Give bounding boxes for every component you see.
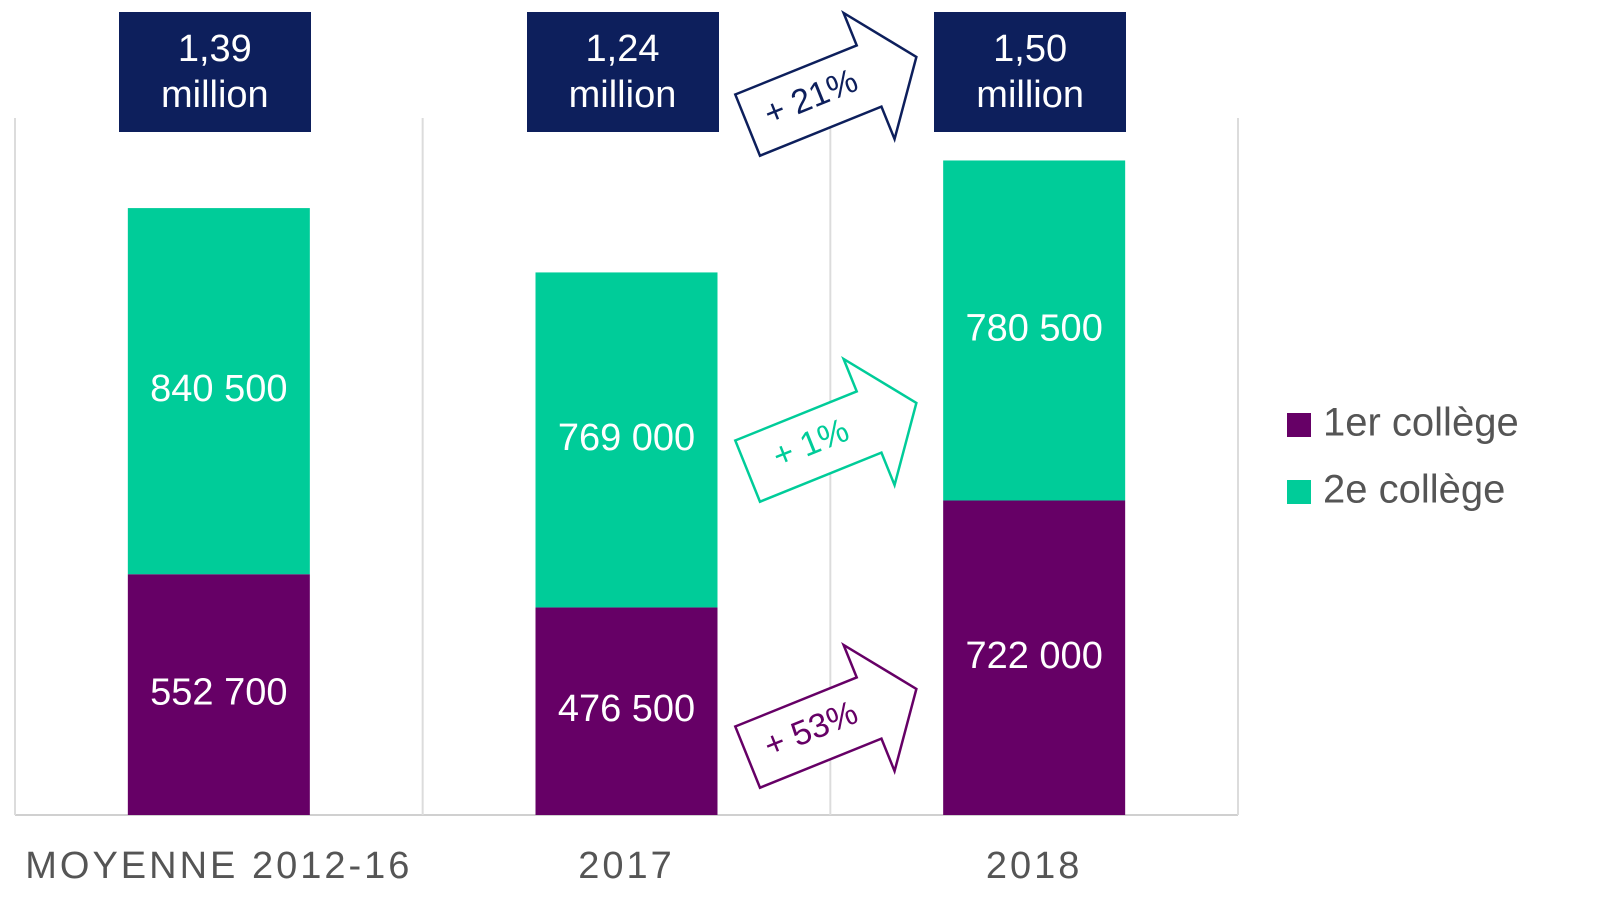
arrow-shape (733, 355, 918, 504)
change-arrow: + 21% (733, 9, 918, 158)
bar-segment (535, 607, 718, 815)
x-tick-label: 2018 (986, 845, 1083, 887)
value-label: 476 500 (558, 688, 695, 730)
value-label: 840 500 (150, 368, 287, 410)
total-box: 1,24 million (526, 12, 719, 132)
value-label: 780 500 (965, 308, 1102, 350)
bar-segment (127, 574, 310, 815)
change-arrow: + 53% (733, 641, 918, 790)
legend-swatch (1287, 413, 1311, 437)
x-tick-label: 2017 (578, 845, 675, 887)
bar-segment (127, 208, 310, 575)
legend-label: 1er collège (1323, 401, 1519, 445)
value-label: 722 000 (965, 635, 1102, 677)
x-tick-label: MOYENNE 2012-16 (25, 845, 412, 887)
legend-swatch (1287, 480, 1311, 504)
total-box: 1,39 million (118, 12, 311, 132)
bar-segment (535, 272, 718, 608)
change-arrow: + 1% (733, 355, 918, 504)
arrow-shape (733, 641, 918, 790)
value-label: 552 700 (150, 672, 287, 714)
value-label: 769 000 (558, 417, 695, 459)
total-box: 1,50 million (934, 12, 1127, 132)
bar-segment (943, 160, 1126, 501)
bar-segment (943, 500, 1126, 815)
arrow-shape (733, 9, 918, 158)
legend-label: 2e collège (1323, 468, 1505, 512)
